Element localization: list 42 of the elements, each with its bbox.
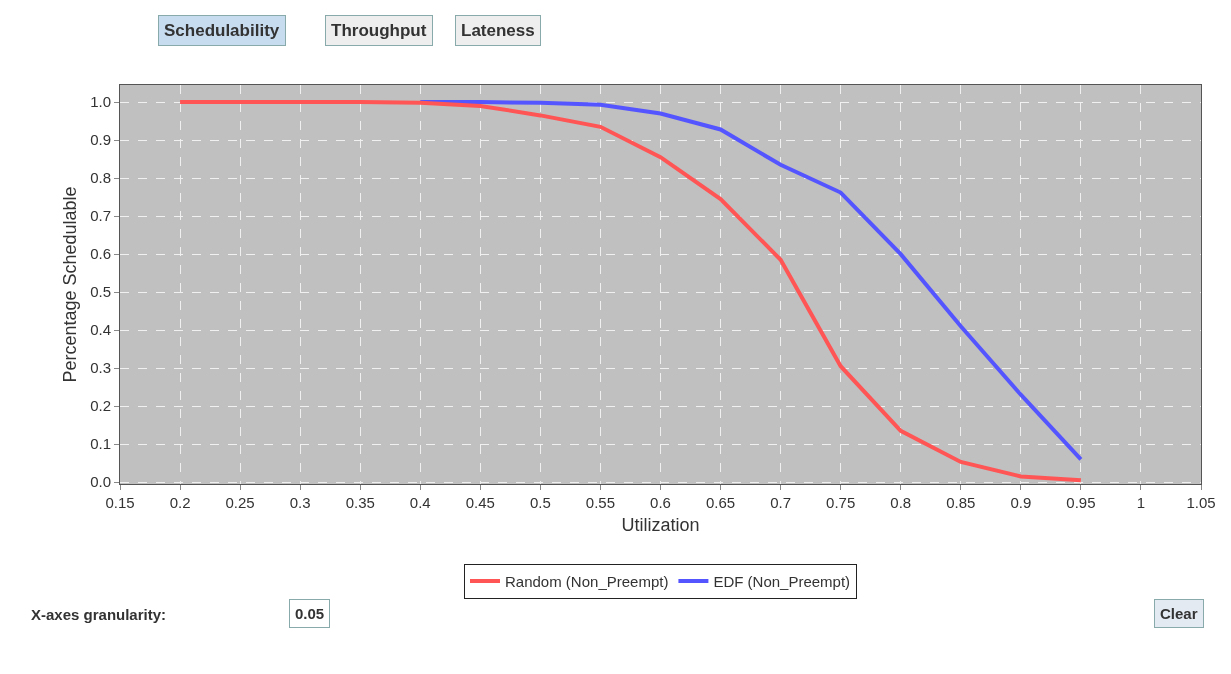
x-tick-label: 0.8 [890, 494, 912, 511]
x-axis-title: Utilization [621, 515, 700, 536]
line-series [418, 100, 1083, 462]
x-tick-label: 0.35 [345, 494, 375, 511]
y-tick-label: 1.0 [90, 93, 111, 111]
y-tick-label: 0.3 [90, 359, 111, 377]
y-tick-label: 0.9 [90, 131, 111, 149]
x-tick-label: 0.55 [585, 494, 616, 511]
text: Lateness [461, 21, 535, 40]
x-tick-label: 0.5 [529, 494, 551, 511]
text: Schedulability [164, 21, 280, 40]
y-tick-label: 0.7 [90, 207, 111, 225]
x-tick-label: 0.3 [289, 494, 311, 511]
text: Throughput [331, 21, 427, 40]
x-tick-label: 0.65 [705, 494, 736, 511]
y-axis-title: Percentage Schedulable [60, 186, 81, 383]
x-tick-label: 0.15 [105, 494, 135, 511]
legend-label: EDF (Non_Preempt) [713, 572, 851, 590]
legend-label: Random (Non_Preempt) [505, 572, 669, 590]
line-series [178, 100, 1083, 483]
x-tick-label: 0.7 [770, 494, 792, 511]
x-tick-label: 0.85 [946, 494, 976, 511]
x-tick-label: 0.45 [465, 494, 495, 511]
x-tick-label: 1 [1136, 494, 1146, 511]
y-tick-label: 0.5 [90, 283, 111, 301]
x-tick-label: 0.95 [1066, 494, 1096, 511]
y-tick-label: 0.1 [90, 435, 111, 453]
text: Clear [1160, 605, 1198, 622]
x-tick-label: 0.6 [650, 494, 671, 511]
x-tick-label: 0.2 [169, 494, 191, 511]
y-tick-label: 0.6 [90, 245, 111, 263]
text: 0.05 [295, 605, 325, 622]
x-tick-label: 0.75 [826, 494, 856, 511]
x-tick-label: 1.05 [1186, 494, 1216, 511]
y-tick-label: 0.8 [90, 169, 111, 187]
x-tick-label: 0.9 [1010, 494, 1032, 511]
y-tick-label: 0.4 [90, 321, 111, 339]
y-tick-label: 0.2 [90, 397, 111, 415]
x-tick-label: 0.4 [409, 494, 431, 511]
x-tick-label: 0.25 [225, 494, 255, 511]
y-tick-label: 0.0 [90, 473, 111, 491]
text: X-axes granularity: [31, 606, 167, 623]
